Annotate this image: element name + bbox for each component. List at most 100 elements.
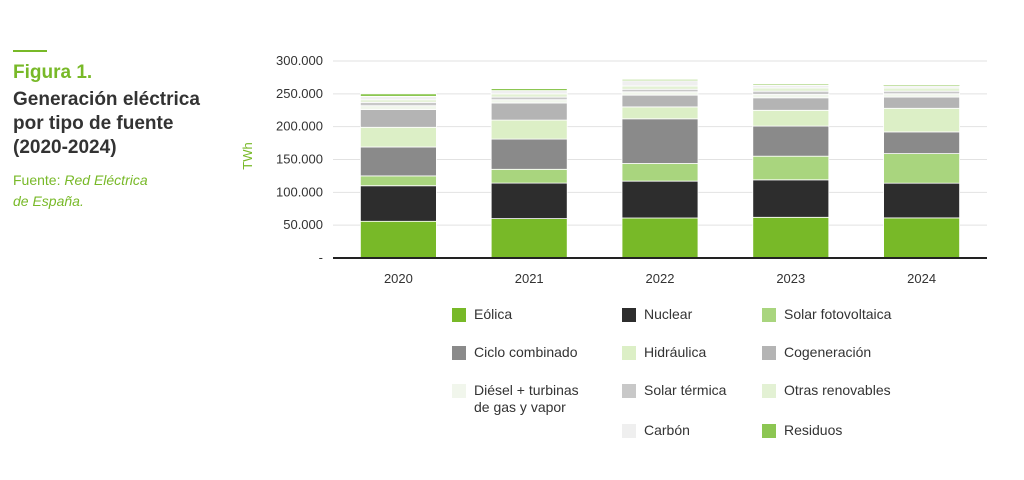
legend-swatch — [452, 346, 466, 360]
bar-segment — [883, 93, 960, 98]
legend-label: Solar fotovoltaica — [784, 306, 892, 322]
source-name-line-2: de España. — [13, 193, 84, 209]
bar-segment — [621, 79, 699, 82]
legend-swatch — [452, 384, 466, 398]
bar-segment — [883, 131, 960, 154]
bar-segment — [752, 109, 830, 127]
bar-segment — [490, 88, 568, 91]
figure-label: Figura 1. — [13, 62, 93, 83]
stacked-bar-chart: - 50.000 100.000 150.000 200.000 250.000 300.0… — [240, 53, 987, 286]
legend-item: Carbón — [622, 422, 690, 439]
bar-segment — [359, 93, 437, 97]
chart-legend: Eólica Nuclear Solar fotovoltaica Ciclo com… — [452, 306, 952, 456]
legend-item: Solar térmica — [622, 382, 726, 399]
bar-segment — [621, 94, 699, 108]
legend-item: Solar fotovoltaica — [762, 306, 891, 323]
legend-swatch — [622, 308, 636, 322]
bar-segment — [621, 85, 699, 90]
figure-caption: Figura 1. Generación eléctrica por tipo … — [13, 50, 233, 212]
bar-segment — [359, 96, 437, 101]
bar-segment — [883, 153, 960, 184]
legend-swatch — [452, 308, 466, 322]
bar-segment — [752, 155, 830, 181]
bar-segment — [883, 85, 960, 89]
bar-segment — [752, 94, 830, 99]
bar-segment — [490, 218, 568, 259]
bar-segment — [621, 162, 699, 182]
y-tick-label: - — [319, 250, 323, 265]
bar-segment — [621, 217, 699, 259]
bar-segment — [752, 87, 830, 92]
y-axis-title: TWh — [240, 142, 255, 169]
legend-item: Hidráulica — [622, 344, 706, 361]
y-tick-label: 200.000 — [276, 119, 323, 134]
bar-segment — [359, 185, 437, 222]
legend-label: Hidráulica — [644, 344, 707, 360]
caption-accent-rule — [13, 50, 47, 52]
chart-source: Fuente: Red Eléctrica de España. — [13, 170, 233, 212]
legend-label: Residuos — [784, 422, 843, 438]
y-tick-label: 150.000 — [276, 152, 323, 167]
legend-label: Eólica — [474, 306, 513, 322]
bar-segment — [621, 80, 699, 87]
bar-segment — [359, 102, 437, 107]
legend-swatch — [762, 424, 776, 438]
bar-segment — [883, 107, 960, 133]
chart-title-line-2: por tipo de fuente — [13, 113, 174, 134]
bar-segment — [359, 105, 437, 110]
bar-segment — [621, 180, 699, 219]
legend-label: Carbón — [644, 422, 690, 438]
legend-item: Otras renovables — [762, 382, 891, 399]
x-tick-label: 2022 — [646, 271, 675, 286]
x-tick-label: 2023 — [776, 271, 805, 286]
bar-segment — [883, 182, 960, 219]
x-tick-label: 2024 — [907, 271, 936, 286]
legend-item: Ciclo combinado — [452, 344, 578, 361]
source-prefix: Fuente: — [13, 172, 61, 188]
legend-label: Otras renovables — [784, 382, 891, 398]
bar-segment — [621, 106, 699, 120]
y-tick-label: 50.000 — [283, 217, 323, 232]
bar-segment — [490, 119, 568, 140]
bar-segment — [490, 99, 568, 104]
x-tick-label: 2020 — [384, 271, 413, 286]
bar-segment — [752, 179, 830, 218]
y-tick-label: 300.000 — [276, 53, 323, 68]
bar-segment — [621, 91, 699, 96]
legend-swatch — [762, 308, 776, 322]
bar-segment — [752, 125, 830, 157]
bar-segment — [359, 126, 437, 148]
legend-label: Nuclear — [644, 306, 693, 322]
chart-title-line-3: (2020-2024) — [13, 137, 117, 158]
bar-segment — [490, 102, 568, 121]
bar-segment — [359, 175, 437, 187]
legend-item: Nuclear — [622, 306, 692, 323]
legend-label: Ciclo combinado — [474, 344, 578, 360]
legend-swatch — [622, 384, 636, 398]
chart-title-line-1: Generación eléctrica — [13, 89, 200, 110]
bar-segment — [490, 138, 568, 170]
legend-swatch — [762, 346, 776, 360]
legend-item: Cogeneración — [762, 344, 871, 361]
legend-swatch — [762, 384, 776, 398]
chart-title: Generación eléctrica por tipo de fuente … — [13, 88, 233, 160]
legend-swatch — [622, 424, 636, 438]
legend-label: Diésel + turbinas de gas y vapor — [474, 382, 579, 415]
legend-item: Diésel + turbinas de gas y vapor — [452, 382, 579, 416]
bar-segment — [359, 220, 437, 259]
bar-segment — [883, 96, 960, 109]
bar-segment — [752, 97, 830, 111]
bar-segment — [883, 84, 960, 87]
bars-layer — [359, 79, 960, 259]
bar-segment — [752, 83, 830, 86]
bar-segment — [752, 216, 830, 259]
legend-label: Cogeneración — [784, 344, 872, 360]
bar-segment — [490, 90, 568, 95]
y-axis-ticks: - 50.000 100.000 150.000 200.000 250.000 300.0… — [276, 53, 323, 265]
y-tick-label: 250.000 — [276, 86, 323, 101]
bar-segment — [490, 168, 568, 184]
bar-segment — [359, 109, 437, 128]
legend-item: Eólica — [452, 306, 512, 323]
source-name-line-1: Red Eléctrica — [64, 172, 148, 188]
x-axis-ticks: 2020 2021 2022 2023 2024 — [384, 271, 936, 286]
